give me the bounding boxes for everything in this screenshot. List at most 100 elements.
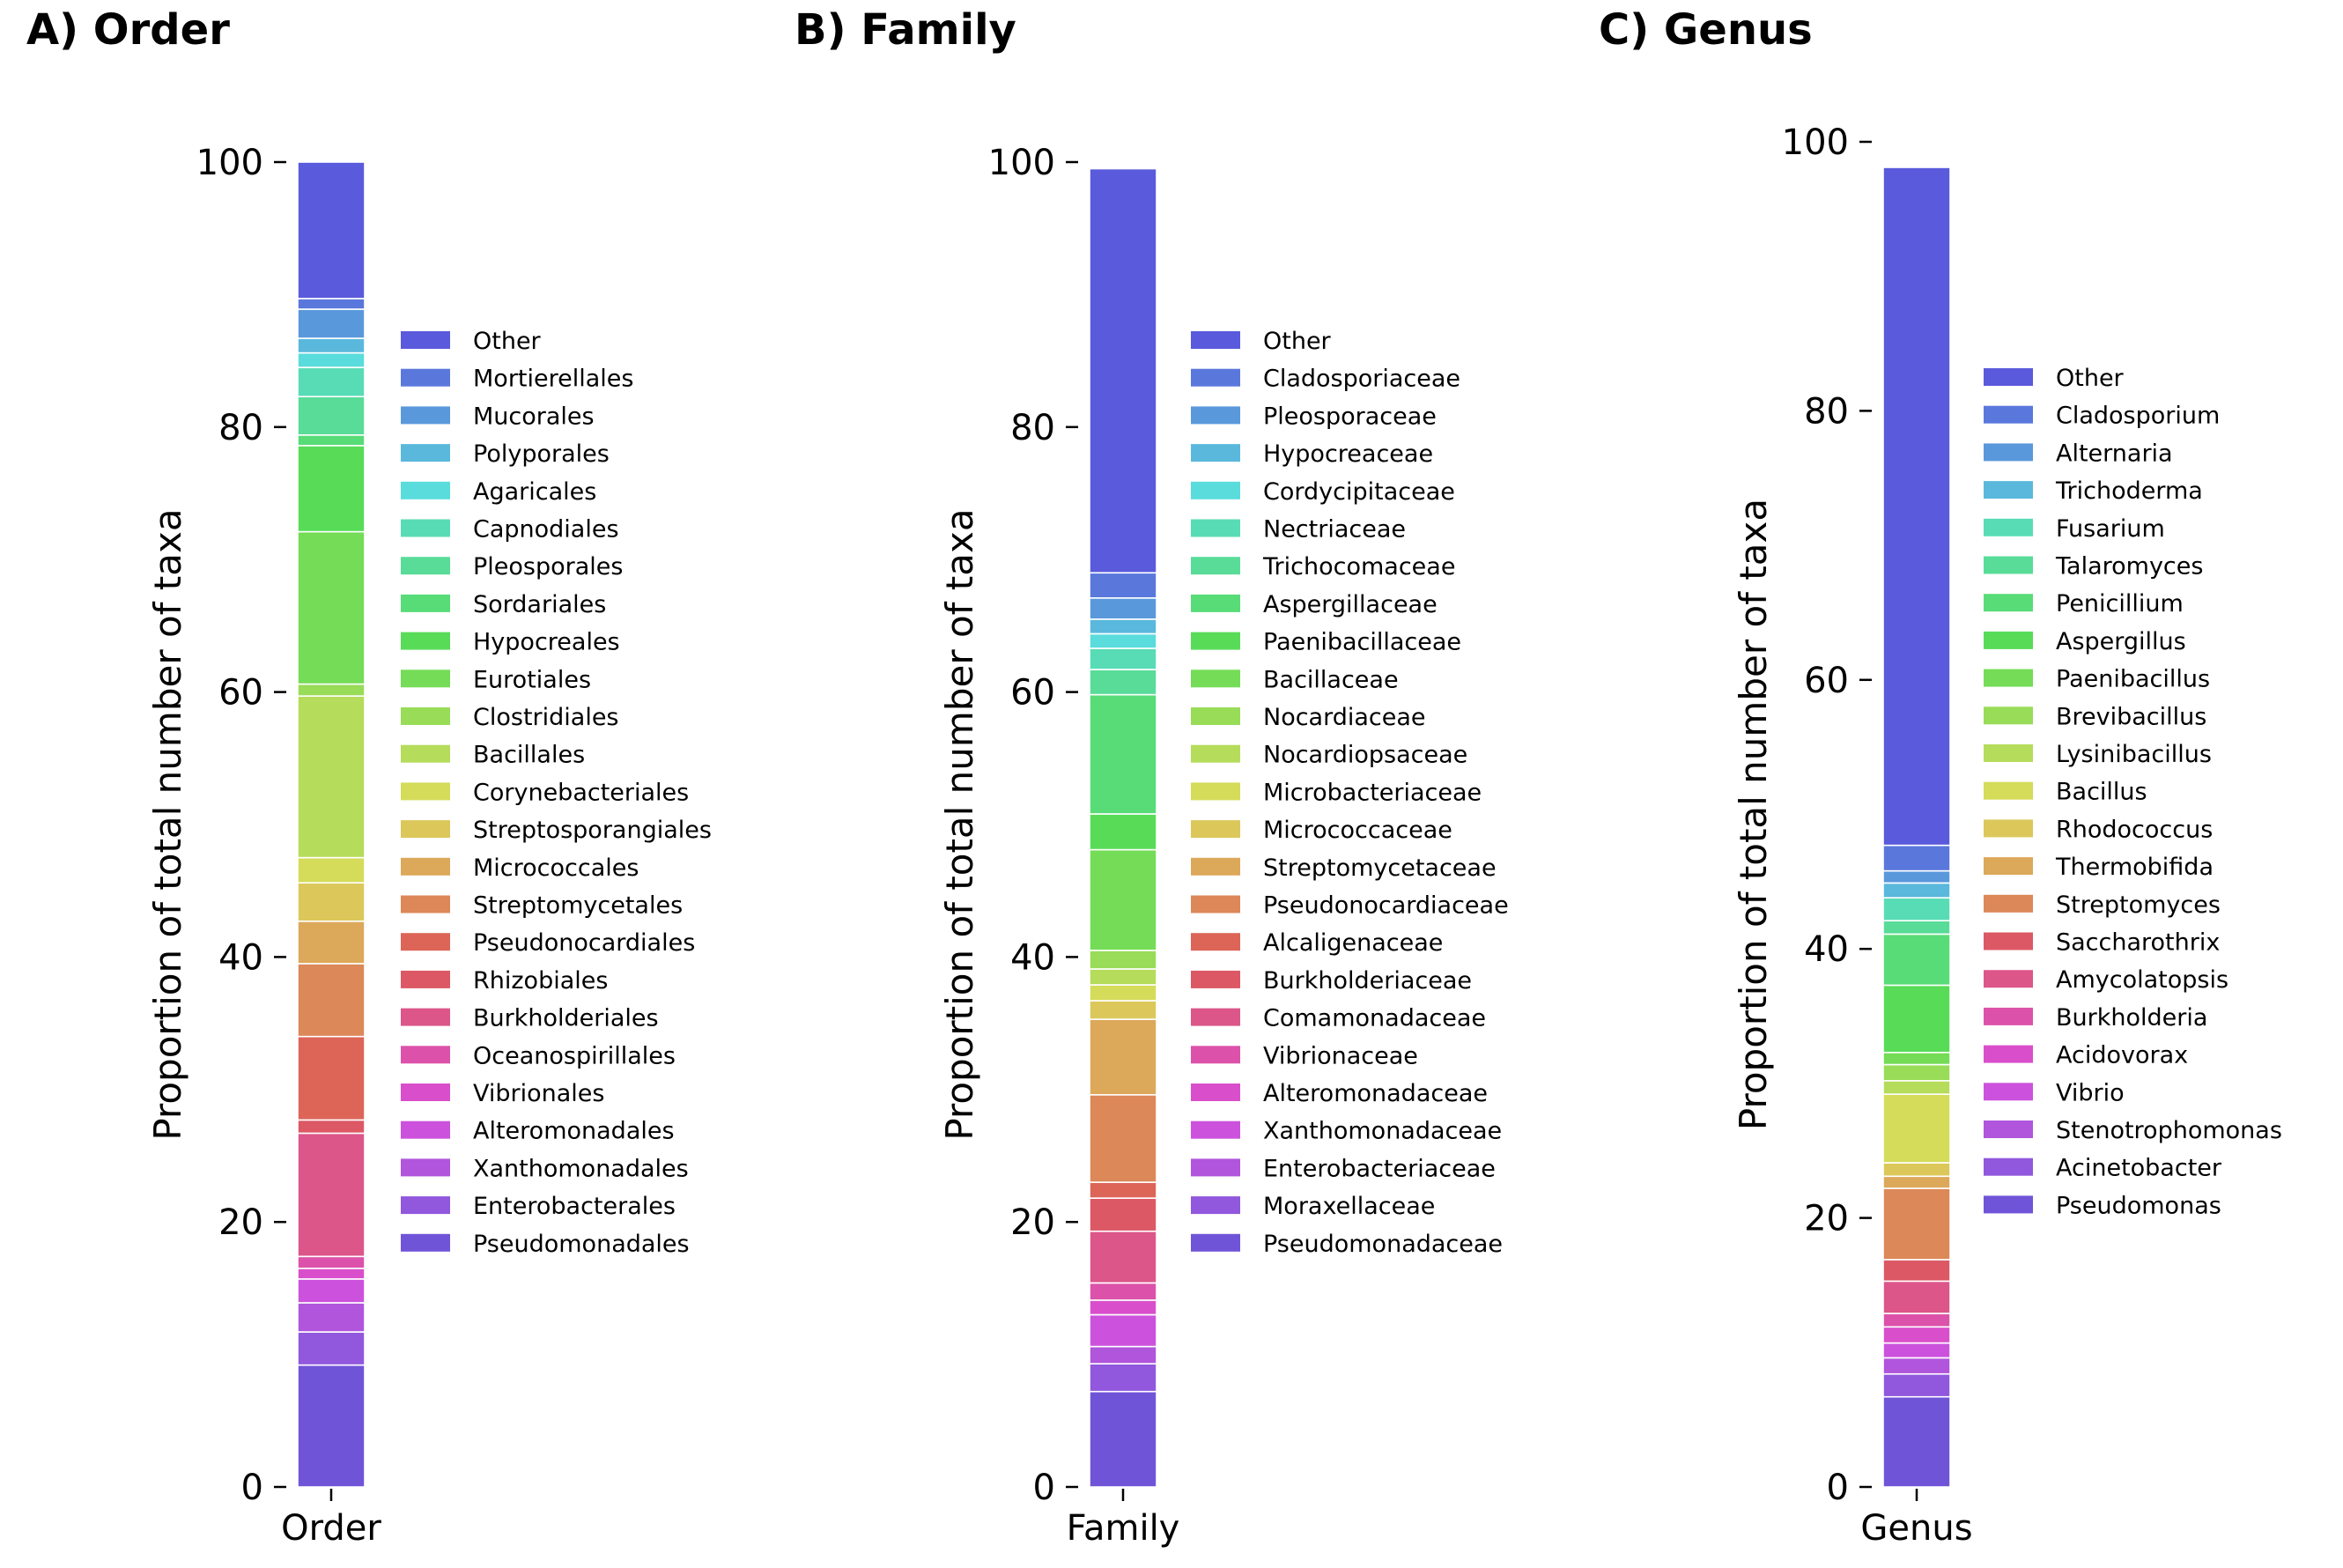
bar-segment-alternaria: [1882, 869, 1951, 884]
bar-segment-rhizobiales: [297, 1119, 366, 1135]
legend-swatch: [401, 1196, 450, 1215]
legend-label: Nocardiaceae: [1263, 704, 1426, 731]
legend-label: Acidovorax: [2056, 1042, 2188, 1069]
legend-label: Moraxellaceae: [1263, 1193, 1435, 1220]
bar-segment-talaromyces: [1882, 920, 1951, 936]
legend-label: Streptomycetales: [473, 892, 683, 920]
legend-swatch: [1191, 782, 1240, 801]
legend: Other Cladosporium Alternaria Trichoderma Fu…: [1984, 365, 2282, 1219]
bar-segment-polyporales: [297, 337, 366, 354]
legend-swatch: [401, 594, 450, 612]
legend-swatch: [1191, 406, 1240, 425]
bar-segment-pseudomonadales: [297, 1364, 366, 1488]
legend-label: Acinetobacter: [2056, 1155, 2222, 1182]
legend-label: Micrococcales: [473, 854, 639, 882]
legend-swatch: [1984, 1121, 2033, 1138]
legend-label: Nocardiopsaceae: [1263, 742, 1467, 769]
y-tick-label: 60: [1804, 661, 1849, 701]
legend-swatch: [1984, 1007, 2033, 1025]
bar-segment-alteromonadaceae: [1089, 1299, 1157, 1316]
bar-segment-micrococcaceae: [1089, 1000, 1157, 1020]
stacked-bar: [297, 161, 366, 1488]
y-tick-label: 80: [218, 408, 263, 448]
legend-label: Vibrionales: [473, 1080, 604, 1107]
y-tick-label: 20: [1804, 1199, 1849, 1239]
bar-segment-streptomycetales: [297, 963, 366, 1038]
legend-swatch: [401, 406, 450, 425]
bar-segment-cladosporium: [1882, 844, 1951, 872]
legend-swatch: [1984, 556, 2033, 574]
bar-segment-paenibacillus: [1882, 1051, 1951, 1066]
bar-segment-other: [297, 161, 366, 300]
bar-segment-enterobacteriaceae: [1089, 1345, 1157, 1365]
legend-swatch: [1191, 444, 1240, 462]
legend-swatch: [401, 331, 450, 349]
legend-label: Pseudonocardiaceae: [1263, 892, 1509, 920]
bar-segment-agaricales: [297, 351, 366, 368]
legend-label: Stenotrophomonas: [2056, 1117, 2282, 1144]
y-tick-label: 80: [1804, 391, 1849, 432]
legend-label: Burkholderia: [2056, 1004, 2207, 1032]
legend-label: Streptosporangiales: [473, 817, 712, 844]
y-tick-label: 40: [1010, 937, 1055, 978]
bar-segment-other: [1882, 166, 1951, 847]
bar-segment-cladosporiaceae: [1089, 572, 1157, 599]
legend-label: Xanthomonadaceae: [1263, 1118, 1502, 1145]
legend-label: Amycolatopsis: [2056, 966, 2228, 994]
legend-swatch: [401, 669, 450, 688]
legend-label: Pseudonocardiales: [473, 929, 695, 957]
legend-label: Alternaria: [2056, 440, 2173, 467]
legend-swatch: [1984, 1195, 2033, 1214]
legend-swatch: [401, 444, 450, 462]
bar-segment-nectriaceae: [1089, 647, 1157, 670]
bar-segment-acinetobacter: [1882, 1372, 1951, 1398]
legend-swatch: [1984, 1045, 2033, 1063]
bar-segment-corynebacteriales: [297, 856, 366, 884]
bar-segment-mortierellales: [297, 298, 366, 310]
y-tick-label: 0: [1033, 1468, 1055, 1508]
legend-label: Brevibacillus: [2056, 703, 2206, 730]
bar-segment-pseudonocardiales: [297, 1035, 366, 1121]
legend-label: Micrococcaceae: [1263, 817, 1452, 844]
bar-segment-lysinibacillus: [1882, 1080, 1951, 1095]
legend-swatch: [401, 707, 450, 725]
bar-segment-bacillaceae: [1089, 848, 1157, 951]
bar-segment-streptomyces: [1882, 1187, 1951, 1261]
bar-segment-hypocreaceae: [1089, 618, 1157, 635]
bar-segment-vibrionales: [297, 1268, 366, 1280]
legend-label: Streptomycetaceae: [1263, 854, 1497, 882]
legend-label: Cordycipitaceae: [1263, 478, 1455, 506]
y-tick-label: 60: [218, 673, 263, 714]
bar-segment-alcaligenaceae: [1089, 1181, 1157, 1199]
y-tick-label: 100: [1782, 122, 1849, 163]
legend-label: Lysinibacillus: [2056, 741, 2212, 768]
legend-swatch: [1984, 518, 2033, 536]
legend-swatch: [401, 1158, 450, 1177]
bar-segment-acidovorax: [1882, 1326, 1951, 1344]
bar-segment-vibrio: [1882, 1342, 1951, 1359]
bar-segment-eurotiales: [297, 530, 366, 685]
bar-segment-pseudomonadaceae: [1089, 1390, 1157, 1488]
bar-segment-oceanospirillales: [297, 1255, 366, 1269]
legend-swatch: [1191, 1121, 1240, 1139]
bar-segment-hypocreales: [297, 445, 366, 533]
bar-segment-nocardiaceae: [1089, 950, 1157, 970]
legend-swatch: [1984, 1083, 2033, 1101]
y-tick-label: 0: [241, 1468, 263, 1508]
legend-label: Nectriaceae: [1263, 516, 1406, 544]
legend-label: Clostridiales: [473, 704, 619, 731]
y-axis-label: Proportion of total number of taxa: [1732, 499, 1775, 1130]
legend-swatch: [1984, 481, 2033, 499]
bar-segment-sordariales: [297, 434, 366, 447]
legend-label: Other: [2056, 365, 2125, 392]
legend-label: Oceanospirillales: [473, 1042, 676, 1069]
legend-swatch: [1191, 1084, 1240, 1101]
legend-label: Alteromonadaceae: [1263, 1080, 1488, 1107]
legend-swatch: [1191, 933, 1240, 951]
legend-swatch: [1191, 1158, 1240, 1177]
legend-swatch: [1984, 368, 2033, 386]
x-tick-label: Genus: [1860, 1508, 1972, 1549]
legend-swatch: [1191, 632, 1240, 650]
legend-label: Pseudomonadales: [473, 1231, 690, 1258]
